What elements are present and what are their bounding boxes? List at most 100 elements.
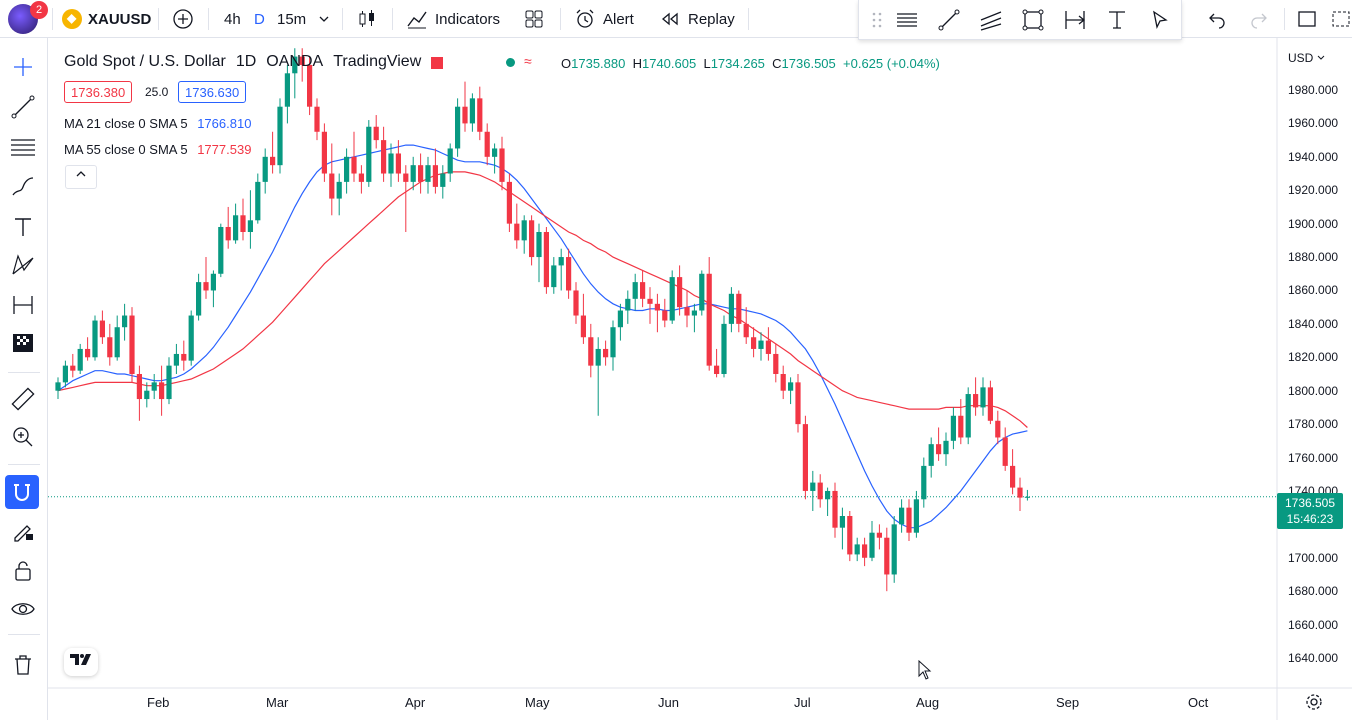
chevron-down-icon xyxy=(319,16,329,22)
tv-logo-icon xyxy=(70,654,91,665)
divider xyxy=(158,8,159,30)
candle-body xyxy=(728,293,734,324)
tradingview-logo[interactable] xyxy=(64,648,98,676)
replay-button[interactable]: Replay xyxy=(660,0,735,38)
candle-body xyxy=(247,220,253,232)
candle-body xyxy=(418,165,424,182)
alert-button[interactable]: Alert xyxy=(574,0,634,38)
candle-body xyxy=(447,148,453,174)
collapse-legend-button[interactable] xyxy=(65,165,97,189)
candle-body xyxy=(543,232,549,288)
price-tick-label: 1780.000 xyxy=(1288,417,1339,432)
date-range-icon[interactable] xyxy=(1061,6,1089,34)
chart-settings-button[interactable] xyxy=(1303,691,1325,718)
indicators-icon xyxy=(407,11,427,29)
add-circle-icon xyxy=(173,9,193,29)
candle-body xyxy=(329,173,335,199)
ohlc-values: O1735.880 H1740.605 L1734.265 C1736.505 … xyxy=(561,56,940,71)
pattern-icon[interactable] xyxy=(8,250,38,280)
checkered-flag-icon[interactable] xyxy=(8,328,38,358)
indicators-label: Indicators xyxy=(435,10,501,28)
magnet-mode-button[interactable] xyxy=(5,475,39,509)
candle-body xyxy=(810,482,816,491)
trash-icon[interactable] xyxy=(8,650,38,680)
redo-button[interactable] xyxy=(1248,0,1270,38)
candle-body xyxy=(114,327,120,358)
candle-body xyxy=(876,532,882,538)
ma55-line xyxy=(57,171,1028,428)
candle-body xyxy=(662,310,668,321)
zoom-in-icon[interactable] xyxy=(8,422,38,452)
candle-body xyxy=(632,282,638,299)
chart-type-button[interactable] xyxy=(356,0,378,38)
candle-body xyxy=(928,444,934,466)
parallel-channel-icon[interactable] xyxy=(977,6,1005,34)
candle-body xyxy=(284,73,290,107)
interval-dropdown[interactable] xyxy=(318,0,330,38)
candle-body xyxy=(277,106,283,166)
compare-symbol-button[interactable] xyxy=(172,0,194,38)
time-tick-label: Jun xyxy=(658,695,679,710)
layouts-button[interactable] xyxy=(523,0,545,38)
text-tool-icon[interactable] xyxy=(1103,6,1131,34)
candle-body xyxy=(351,156,357,174)
change-value: +0.625 (+0.04%) xyxy=(843,56,940,71)
interval-15m[interactable]: 15m xyxy=(277,10,307,28)
candle-body xyxy=(773,353,779,374)
candle-body xyxy=(706,273,712,366)
market-status[interactable]: ≈ xyxy=(498,53,544,73)
candle-body xyxy=(588,337,594,366)
candle-body xyxy=(514,223,520,241)
high-key: H xyxy=(632,56,642,71)
fib-retracement-icon[interactable] xyxy=(8,132,38,162)
crosshair-icon[interactable] xyxy=(8,52,38,82)
candle-body xyxy=(203,282,209,291)
indicators-button[interactable]: Indicators xyxy=(406,0,500,38)
notification-badge: 2 xyxy=(30,1,48,19)
undo-button[interactable] xyxy=(1206,0,1228,38)
ruler-icon[interactable] xyxy=(8,384,38,414)
mouse-cursor-icon xyxy=(918,660,932,680)
candle-body xyxy=(307,64,313,107)
alarm-clock-icon xyxy=(576,9,594,28)
eye-icon[interactable] xyxy=(8,594,38,624)
price-tick-label: 1880.000 xyxy=(1288,250,1339,265)
lock-icon[interactable] xyxy=(8,556,38,586)
rectangle-icon[interactable] xyxy=(1019,6,1047,34)
candle-body xyxy=(55,382,61,391)
low-value: 1734.265 xyxy=(710,56,765,71)
drag-handle-icon[interactable] xyxy=(863,6,891,34)
candle-body xyxy=(366,126,372,182)
ma21-legend[interactable]: MA 21 close 0 SMA 5 1766.810 xyxy=(64,116,251,131)
measure-range-icon[interactable] xyxy=(8,290,38,320)
ma21-value: 1766.810 xyxy=(197,116,252,131)
candle-body xyxy=(640,282,646,299)
buy-price-button[interactable]: 1736.630 xyxy=(178,81,247,103)
symbol-search-button[interactable]: ◆ XAUUSD xyxy=(62,0,151,38)
data-source: TradingView xyxy=(333,53,422,70)
candle-body xyxy=(780,374,786,391)
high-value: 1740.605 xyxy=(641,56,697,71)
candle-body xyxy=(788,382,794,391)
trend-line-icon[interactable] xyxy=(8,92,38,122)
sell-price-button[interactable]: 1736.380 xyxy=(64,81,133,103)
brush-icon[interactable] xyxy=(8,172,38,202)
text-icon[interactable] xyxy=(8,212,38,242)
ma55-legend[interactable]: MA 55 close 0 SMA 5 1777.539 xyxy=(64,142,251,157)
screenshot-button[interactable] xyxy=(1330,0,1352,38)
price-chart[interactable] xyxy=(48,38,1352,720)
currency-selector[interactable]: USD xyxy=(1288,51,1325,65)
cursor-icon[interactable] xyxy=(1145,6,1173,34)
open-key: O xyxy=(561,56,572,71)
time-tick-label: Aug xyxy=(916,695,940,710)
price-tick-label: 1820.000 xyxy=(1288,350,1339,365)
trend-line-icon[interactable] xyxy=(935,6,963,34)
ma55-label: MA 55 close 0 SMA 5 xyxy=(64,142,188,157)
price-tick-label: 1700.000 xyxy=(1288,550,1339,565)
fullscreen-button[interactable] xyxy=(1296,0,1318,38)
interval-4h[interactable]: 4h xyxy=(224,10,241,28)
candle-body xyxy=(381,140,387,174)
interval-d[interactable]: D xyxy=(254,10,265,28)
horizontal-lines-icon[interactable] xyxy=(893,6,921,34)
lock-pencil-icon[interactable] xyxy=(8,516,38,546)
